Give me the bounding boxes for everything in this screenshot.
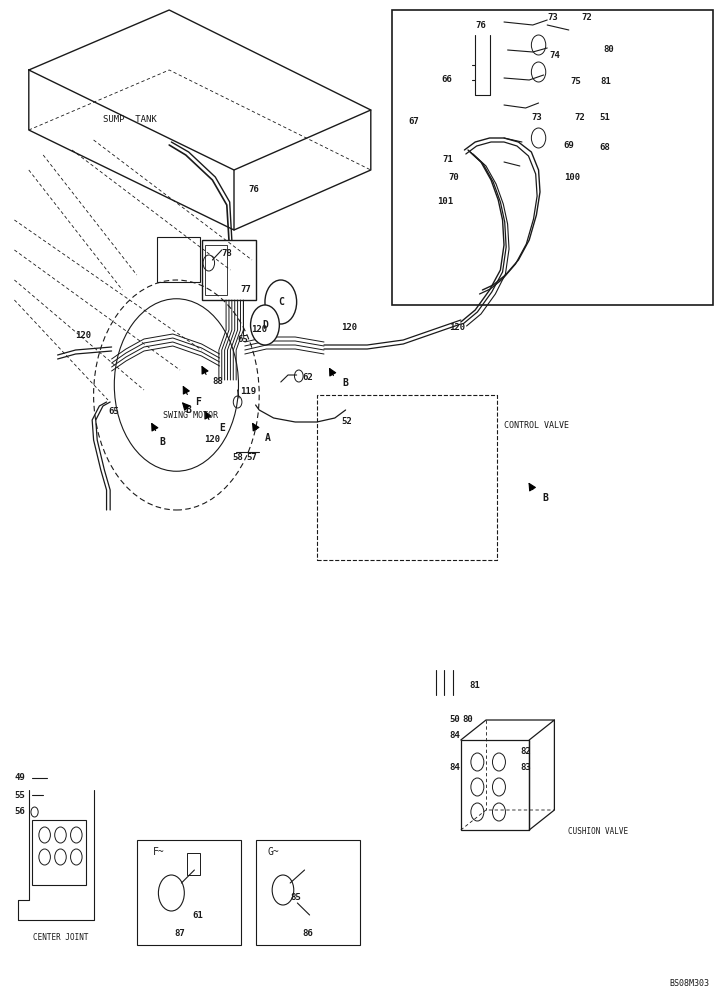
Text: 68: 68 (600, 143, 610, 152)
Text: 120: 120 (204, 436, 220, 444)
Bar (202, 240, 256, 300)
Text: 120: 120 (449, 324, 465, 332)
Bar (187, 853, 200, 875)
Text: C: C (278, 297, 284, 307)
Text: 83: 83 (521, 764, 531, 772)
Text: F: F (195, 397, 201, 407)
Text: 76: 76 (248, 186, 258, 194)
Text: 66: 66 (441, 76, 451, 85)
Text: 120: 120 (75, 330, 91, 340)
Text: 119: 119 (240, 387, 256, 396)
Text: F~: F~ (153, 847, 164, 857)
Bar (461, 740, 529, 830)
Text: 56: 56 (15, 808, 25, 816)
Text: 84: 84 (450, 764, 460, 772)
Text: 73: 73 (548, 13, 558, 22)
Text: 67: 67 (409, 117, 419, 126)
Text: 55: 55 (15, 790, 25, 800)
Bar (205, 245, 227, 295)
Text: 74: 74 (549, 50, 559, 60)
Text: 77: 77 (241, 286, 251, 294)
Text: 82: 82 (521, 748, 531, 756)
Text: 52: 52 (342, 418, 352, 426)
Text: 73: 73 (531, 113, 541, 122)
Bar (137, 840, 241, 945)
Text: 65: 65 (238, 336, 248, 344)
Text: 84: 84 (450, 730, 460, 740)
Text: 61: 61 (193, 910, 203, 920)
Text: B: B (543, 493, 549, 503)
Text: G~: G~ (268, 847, 279, 857)
Text: BS08M303: BS08M303 (669, 979, 709, 988)
Text: B: B (343, 378, 348, 388)
Text: SWING MOTOR: SWING MOTOR (163, 410, 218, 420)
Text: 80: 80 (603, 45, 613, 54)
Text: 72: 72 (575, 113, 585, 122)
Text: 62: 62 (303, 373, 313, 382)
Text: 50: 50 (450, 716, 460, 724)
Bar (157, 237, 200, 282)
Text: B: B (186, 405, 192, 415)
Text: SUMP  TANK: SUMP TANK (103, 115, 156, 124)
Text: 100: 100 (564, 174, 580, 182)
Text: 75: 75 (571, 78, 581, 87)
Text: 120: 120 (251, 326, 267, 334)
Text: A: A (265, 433, 271, 443)
Text: B: B (159, 437, 165, 447)
Text: 81: 81 (470, 680, 480, 690)
Text: 65: 65 (109, 408, 119, 416)
Text: 120: 120 (341, 324, 357, 332)
Text: 57: 57 (247, 454, 257, 462)
Text: CONTROL VALVE: CONTROL VALVE (504, 420, 569, 430)
Text: 58: 58 (233, 454, 243, 462)
Text: 69: 69 (564, 140, 574, 149)
Text: CUSHION VALVE: CUSHION VALVE (567, 828, 628, 836)
Bar (317, 395, 497, 560)
Text: D: D (262, 320, 268, 330)
Text: 85: 85 (290, 892, 301, 902)
Bar (256, 840, 360, 945)
Text: 81: 81 (601, 78, 611, 87)
Text: 80: 80 (463, 716, 473, 724)
Text: 49: 49 (15, 774, 25, 782)
Text: 78: 78 (222, 248, 232, 257)
Text: 101: 101 (437, 198, 453, 207)
Circle shape (251, 305, 279, 345)
Text: 76: 76 (476, 20, 486, 29)
Text: 88: 88 (212, 377, 222, 386)
Text: 51: 51 (600, 113, 610, 122)
Text: 72: 72 (582, 13, 592, 22)
Text: CENTER JOINT: CENTER JOINT (33, 934, 89, 942)
Bar (392, 10, 713, 305)
Bar (32, 820, 86, 885)
Text: E: E (219, 423, 225, 433)
Text: 87: 87 (175, 928, 185, 938)
Text: 70: 70 (449, 174, 459, 182)
Text: 86: 86 (302, 928, 312, 938)
Text: 71: 71 (443, 155, 453, 164)
Circle shape (265, 280, 297, 324)
